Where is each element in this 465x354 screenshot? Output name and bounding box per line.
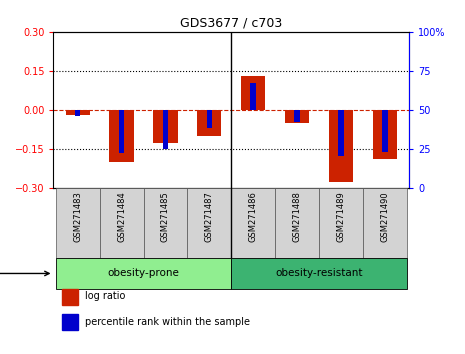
Bar (382, 110, 388, 152)
Bar (285, 110, 309, 123)
Bar (62, 314, 79, 330)
Bar (329, 110, 353, 182)
Text: GSM271488: GSM271488 (292, 191, 302, 242)
Bar (338, 110, 344, 156)
Text: obesity-prone: obesity-prone (107, 268, 179, 279)
Text: GSM271486: GSM271486 (249, 191, 258, 242)
Text: GSM271490: GSM271490 (380, 191, 390, 242)
Text: GSM271489: GSM271489 (337, 191, 345, 242)
Bar (119, 110, 125, 153)
Text: percentile rank within the sample: percentile rank within the sample (85, 316, 250, 327)
Bar (56, 188, 100, 258)
Bar (275, 188, 319, 258)
Bar (153, 110, 178, 143)
Bar (373, 110, 397, 159)
Bar (144, 188, 187, 258)
Bar (232, 258, 407, 289)
Text: disease state: disease state (0, 268, 49, 279)
Text: GSM271483: GSM271483 (73, 191, 82, 242)
Bar (66, 110, 90, 115)
Text: obesity-resistant: obesity-resistant (275, 268, 363, 279)
Bar (163, 110, 168, 149)
Bar (294, 110, 300, 122)
Bar (206, 110, 212, 129)
Text: GSM271485: GSM271485 (161, 191, 170, 242)
Bar (75, 110, 80, 116)
Bar (363, 188, 407, 258)
Bar (197, 110, 221, 136)
Text: GSM271484: GSM271484 (117, 191, 126, 242)
Text: GSM271487: GSM271487 (205, 191, 214, 242)
Bar (109, 110, 133, 162)
Bar (319, 188, 363, 258)
Bar (251, 83, 256, 110)
Bar (187, 188, 232, 258)
Bar (100, 188, 144, 258)
Bar (56, 258, 232, 289)
Bar (62, 289, 79, 304)
Title: GDS3677 / c703: GDS3677 / c703 (180, 16, 282, 29)
Bar (241, 76, 266, 110)
Text: log ratio: log ratio (85, 291, 125, 301)
Bar (232, 188, 275, 258)
